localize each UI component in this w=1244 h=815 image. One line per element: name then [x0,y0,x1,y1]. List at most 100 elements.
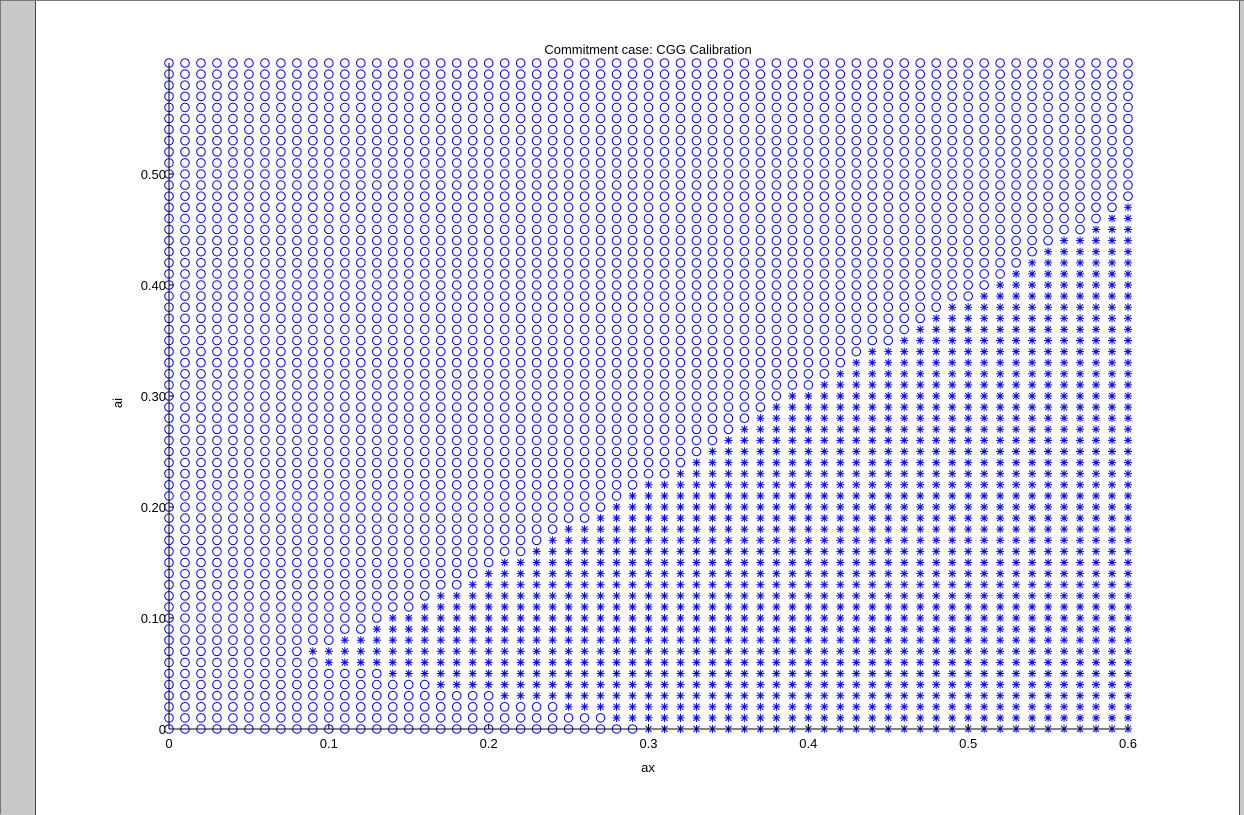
asterisk-marker [996,625,1004,633]
asterisk-marker [405,670,413,678]
asterisk-marker [1012,459,1020,467]
asterisk-marker [437,647,445,655]
asterisk-marker [708,670,716,678]
asterisk-marker [996,303,1004,311]
asterisk-marker [948,525,956,533]
asterisk-marker [916,570,924,578]
asterisk-marker [708,692,716,700]
asterisk-marker [948,448,956,456]
asterisk-marker [804,481,812,489]
asterisk-marker [836,614,844,622]
asterisk-marker [772,525,780,533]
asterisk-marker [948,636,956,644]
asterisk-marker [533,559,541,567]
asterisk-marker [676,603,684,611]
asterisk-marker [836,392,844,400]
asterisk-marker [804,692,812,700]
asterisk-marker [836,436,844,444]
asterisk-marker [1108,448,1116,456]
asterisk-marker [884,503,892,511]
asterisk-marker [533,625,541,633]
asterisk-marker [836,692,844,700]
asterisk-marker [772,670,780,678]
asterisk-marker [996,281,1004,289]
asterisk-marker [948,403,956,411]
asterisk-marker [1124,559,1132,567]
asterisk-marker [916,481,924,489]
asterisk-marker [629,503,637,511]
asterisk-marker [724,703,732,711]
asterisk-marker [1124,392,1132,400]
asterisk-marker [980,536,988,544]
asterisk-marker [485,681,493,689]
asterisk-marker [724,603,732,611]
asterisk-marker [565,636,573,644]
asterisk-marker [756,536,764,544]
asterisk-marker [676,581,684,589]
asterisk-marker [836,670,844,678]
asterisk-marker [501,570,509,578]
asterisk-marker [916,448,924,456]
asterisk-marker [996,292,1004,300]
asterisk-marker [724,492,732,500]
asterisk-marker [1012,392,1020,400]
asterisk-marker [1012,647,1020,655]
asterisk-marker [389,670,397,678]
asterisk-marker [1060,570,1068,578]
asterisk-marker [1124,214,1132,222]
asterisk-marker [421,670,429,678]
asterisk-marker [1124,226,1132,234]
asterisk-marker [565,525,573,533]
asterisk-marker [980,703,988,711]
asterisk-marker [1108,492,1116,500]
asterisk-marker [437,592,445,600]
asterisk-marker [820,403,828,411]
asterisk-marker [676,692,684,700]
asterisk-marker [788,514,796,522]
asterisk-marker [565,614,573,622]
asterisk-marker [836,647,844,655]
asterisk-marker [708,647,716,655]
asterisk-marker [964,314,972,322]
asterisk-marker [1076,381,1084,389]
asterisk-marker [581,547,589,555]
asterisk-marker [1076,292,1084,300]
asterisk-marker [1012,592,1020,600]
asterisk-marker [996,470,1004,478]
asterisk-marker [980,525,988,533]
asterisk-marker [772,514,780,522]
asterisk-marker [868,514,876,522]
asterisk-marker [613,692,621,700]
asterisk-marker [1060,714,1068,722]
asterisk-marker [868,425,876,433]
asterisk-marker [948,492,956,500]
asterisk-marker [453,625,461,633]
asterisk-marker [1012,381,1020,389]
asterisk-marker [1076,303,1084,311]
asterisk-marker [1044,525,1052,533]
asterisk-marker [1044,281,1052,289]
asterisk-marker [852,670,860,678]
asterisk-marker [1012,325,1020,333]
asterisk-marker [660,658,668,666]
asterisk-marker [1060,359,1068,367]
asterisk-marker [1044,303,1052,311]
asterisk-marker [996,359,1004,367]
x-tick-label: 0.4 [799,736,817,751]
asterisk-marker [756,559,764,567]
asterisk-marker [772,481,780,489]
asterisk-marker [1092,237,1100,245]
asterisk-marker [932,681,940,689]
asterisk-marker [868,459,876,467]
asterisk-marker [1076,348,1084,356]
asterisk-marker [980,647,988,655]
asterisk-marker [788,536,796,544]
asterisk-marker [932,359,940,367]
asterisk-marker [740,581,748,589]
asterisk-marker [549,592,557,600]
asterisk-marker [772,448,780,456]
asterisk-marker [533,636,541,644]
asterisk-marker [772,692,780,700]
asterisk-marker [916,514,924,522]
asterisk-marker [581,703,589,711]
